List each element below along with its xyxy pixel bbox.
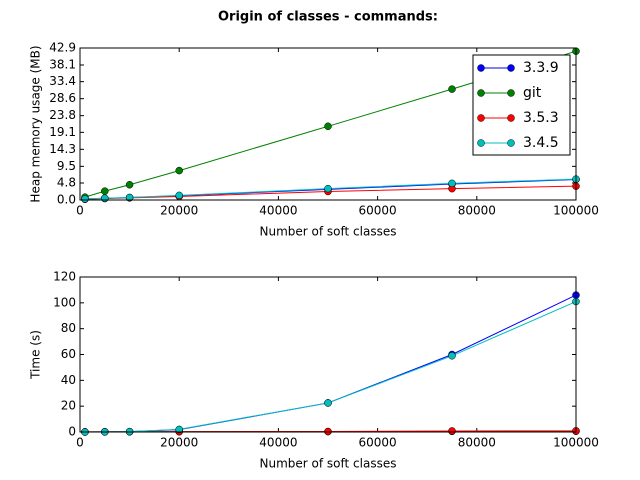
point (175, 191, 183, 200)
legend-marker (507, 139, 515, 147)
legend-marker (507, 64, 515, 72)
y-tick-label: 40 (61, 373, 76, 387)
x-tick-label: 60000 (359, 204, 397, 218)
y-tick-label: 0 (68, 425, 76, 439)
point (175, 166, 183, 175)
point (125, 193, 134, 202)
y-tick-label: 14.3 (49, 142, 76, 156)
y-tick-label: 19.1 (49, 125, 76, 139)
y-tick-label: 42.9 (49, 41, 76, 55)
legend-marker (507, 89, 515, 97)
x-axis-label: Number of soft classes (260, 457, 397, 471)
x-tick-label: 40000 (259, 436, 297, 450)
y-tick-label: 120 (53, 270, 76, 284)
point (324, 399, 332, 407)
point (448, 427, 456, 435)
point (324, 427, 332, 436)
legend-label: 3.3.9 (523, 60, 559, 76)
x-tick-label: 20000 (160, 436, 198, 450)
x-tick-label: 100000 (553, 204, 599, 218)
y-tick-label: 0.0 (57, 193, 76, 207)
y-tick-label: 23.8 (49, 108, 76, 122)
point (81, 195, 89, 203)
legend-marker (477, 139, 485, 147)
y-tick-label: 20 (61, 399, 76, 413)
point (448, 352, 456, 360)
y-axis-label: Heap memory usage (MB) (29, 45, 43, 202)
y-tick-label: 9.5 (57, 159, 76, 173)
x-tick-label: 40000 (259, 204, 297, 218)
legend-marker (477, 89, 485, 97)
legend-marker (507, 114, 515, 122)
y-tick-label: 100 (53, 295, 76, 309)
legend-box (472, 54, 571, 156)
y-tick-label: 33.4 (49, 74, 76, 88)
y-tick-label: 80 (61, 321, 76, 335)
x-tick-label: 60000 (359, 436, 397, 450)
legend-marker (477, 64, 485, 72)
y-tick-label: 60 (61, 347, 76, 361)
point (324, 122, 332, 131)
plot-frame (79, 276, 577, 433)
legend-label: 3.4.5 (523, 135, 559, 151)
point (324, 184, 332, 193)
x-axis-label: Number of soft classes (260, 225, 397, 239)
point (448, 85, 456, 93)
x-tick-label: 100000 (553, 436, 599, 450)
legend-label: 3.5.3 (523, 110, 559, 126)
x-tick-label: 80000 (458, 436, 496, 450)
x-tick-label: 20000 (160, 204, 198, 218)
y-axis-label: Time (s) (29, 330, 43, 380)
y-tick-label: 28.6 (49, 91, 76, 105)
point (101, 187, 109, 195)
legend-marker (477, 114, 485, 122)
x-tick-label: 80000 (458, 204, 496, 218)
point (101, 194, 109, 202)
plot-frame (79, 47, 577, 201)
figure-title: Origin of classes - commands: (218, 10, 438, 25)
point (125, 181, 134, 189)
y-tick-label: 4.8 (57, 175, 76, 189)
y-tick-label: 38.1 (49, 58, 76, 72)
legend-label: git (523, 85, 542, 101)
x-tick-label: 0 (76, 204, 84, 218)
point (175, 425, 183, 434)
point (448, 179, 456, 188)
x-tick-label: 0 (76, 436, 84, 450)
